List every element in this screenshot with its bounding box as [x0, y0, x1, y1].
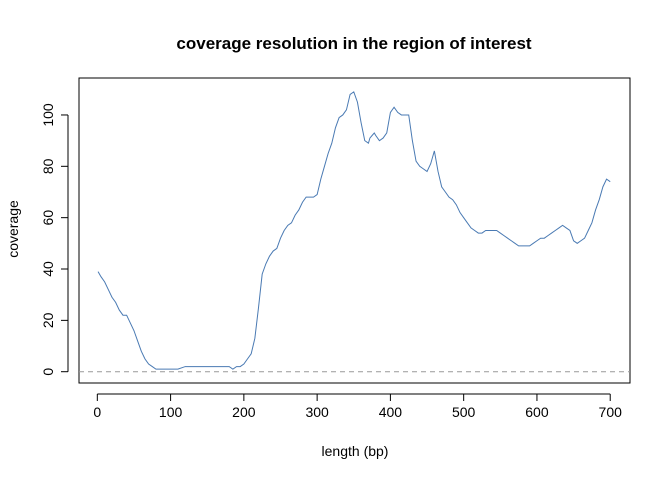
y-axis: 0 20 40 60 80 100	[40, 103, 69, 376]
x-tick-label: 300	[305, 404, 329, 420]
y-tick-label: 40	[40, 261, 56, 277]
y-tick-label: 80	[40, 158, 56, 174]
series-layer	[97, 91, 611, 370]
x-axis: 0 100 200 300 400 500 600 700	[93, 393, 623, 420]
y-tick-label: 100	[40, 103, 56, 127]
y-tick-label: 20	[40, 312, 56, 328]
coverage-line	[97, 91, 611, 370]
x-tick-label: 200	[232, 404, 256, 420]
x-tick-label: 500	[452, 404, 476, 420]
x-tick-label: 0	[93, 404, 101, 420]
y-tick-label: 0	[40, 368, 56, 376]
x-tick-label: 100	[159, 404, 183, 420]
x-tick-label: 400	[379, 404, 403, 420]
x-axis-label: length (bp)	[322, 443, 389, 459]
y-axis-label: coverage	[5, 200, 21, 258]
x-tick-label: 600	[525, 404, 549, 420]
chart-title: coverage resolution in the region of int…	[176, 34, 532, 53]
plot-frame	[78, 77, 631, 384]
y-tick-label: 60	[40, 210, 56, 226]
x-tick-label: 700	[599, 404, 623, 420]
